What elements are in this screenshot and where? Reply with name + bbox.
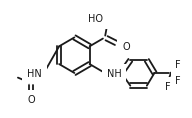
Text: F: F — [175, 76, 181, 86]
Text: NH: NH — [107, 69, 122, 79]
Text: HO: HO — [88, 14, 103, 24]
Text: F: F — [165, 82, 171, 92]
Text: O: O — [27, 95, 35, 105]
Text: O: O — [122, 42, 130, 52]
Text: HN: HN — [27, 69, 42, 79]
Text: F: F — [175, 60, 181, 70]
